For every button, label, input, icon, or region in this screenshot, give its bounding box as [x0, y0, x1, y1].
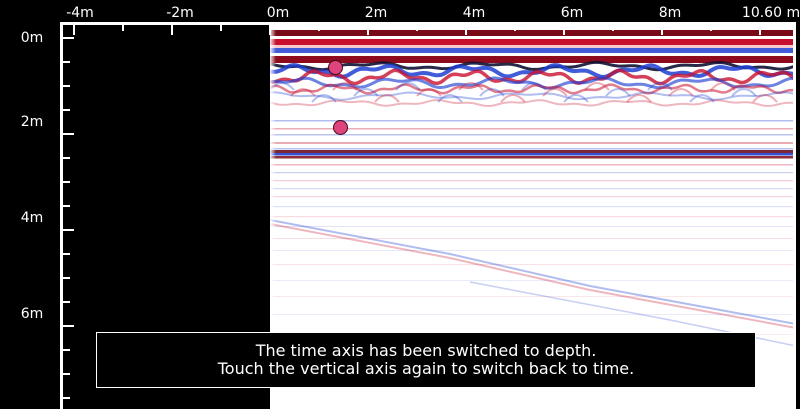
- depth-tick-label: 2m: [20, 114, 44, 130]
- distance-tick-label: 0m: [266, 5, 290, 21]
- distance-tick-label: 4m: [462, 5, 486, 21]
- depth-tick-label: 0m: [20, 30, 44, 46]
- depth-tick-label: 6m: [20, 306, 44, 322]
- depth-axis[interactable]: 0m 2m 4m 6m: [0, 24, 62, 409]
- distance-tick-label: 6m: [560, 5, 584, 21]
- toast-line-2: Touch the vertical axis again to switch …: [217, 359, 635, 378]
- depth-tick-label: 4m: [20, 210, 44, 226]
- distance-tick-label: 10.60 m: [741, 5, 800, 21]
- distance-tick-label: 8m: [658, 5, 682, 21]
- pick-marker[interactable]: [328, 59, 344, 75]
- plot-frame-left: [60, 22, 63, 409]
- plot-frame-top: [60, 22, 796, 25]
- pick-marker[interactable]: [333, 120, 349, 136]
- axis-switch-toast: The time axis has been switched to depth…: [96, 332, 756, 388]
- distance-axis[interactable]: -4m -2m 0m 2m 4m 6m 8m 10.60 m: [60, 0, 800, 24]
- distance-tick-label: -4m: [66, 5, 94, 21]
- distance-tick-label: -2m: [166, 5, 194, 21]
- toast-line-1: The time axis has been switched to depth…: [255, 341, 597, 360]
- plot-frame-right: [793, 22, 796, 409]
- distance-tick-label: 2m: [364, 5, 388, 21]
